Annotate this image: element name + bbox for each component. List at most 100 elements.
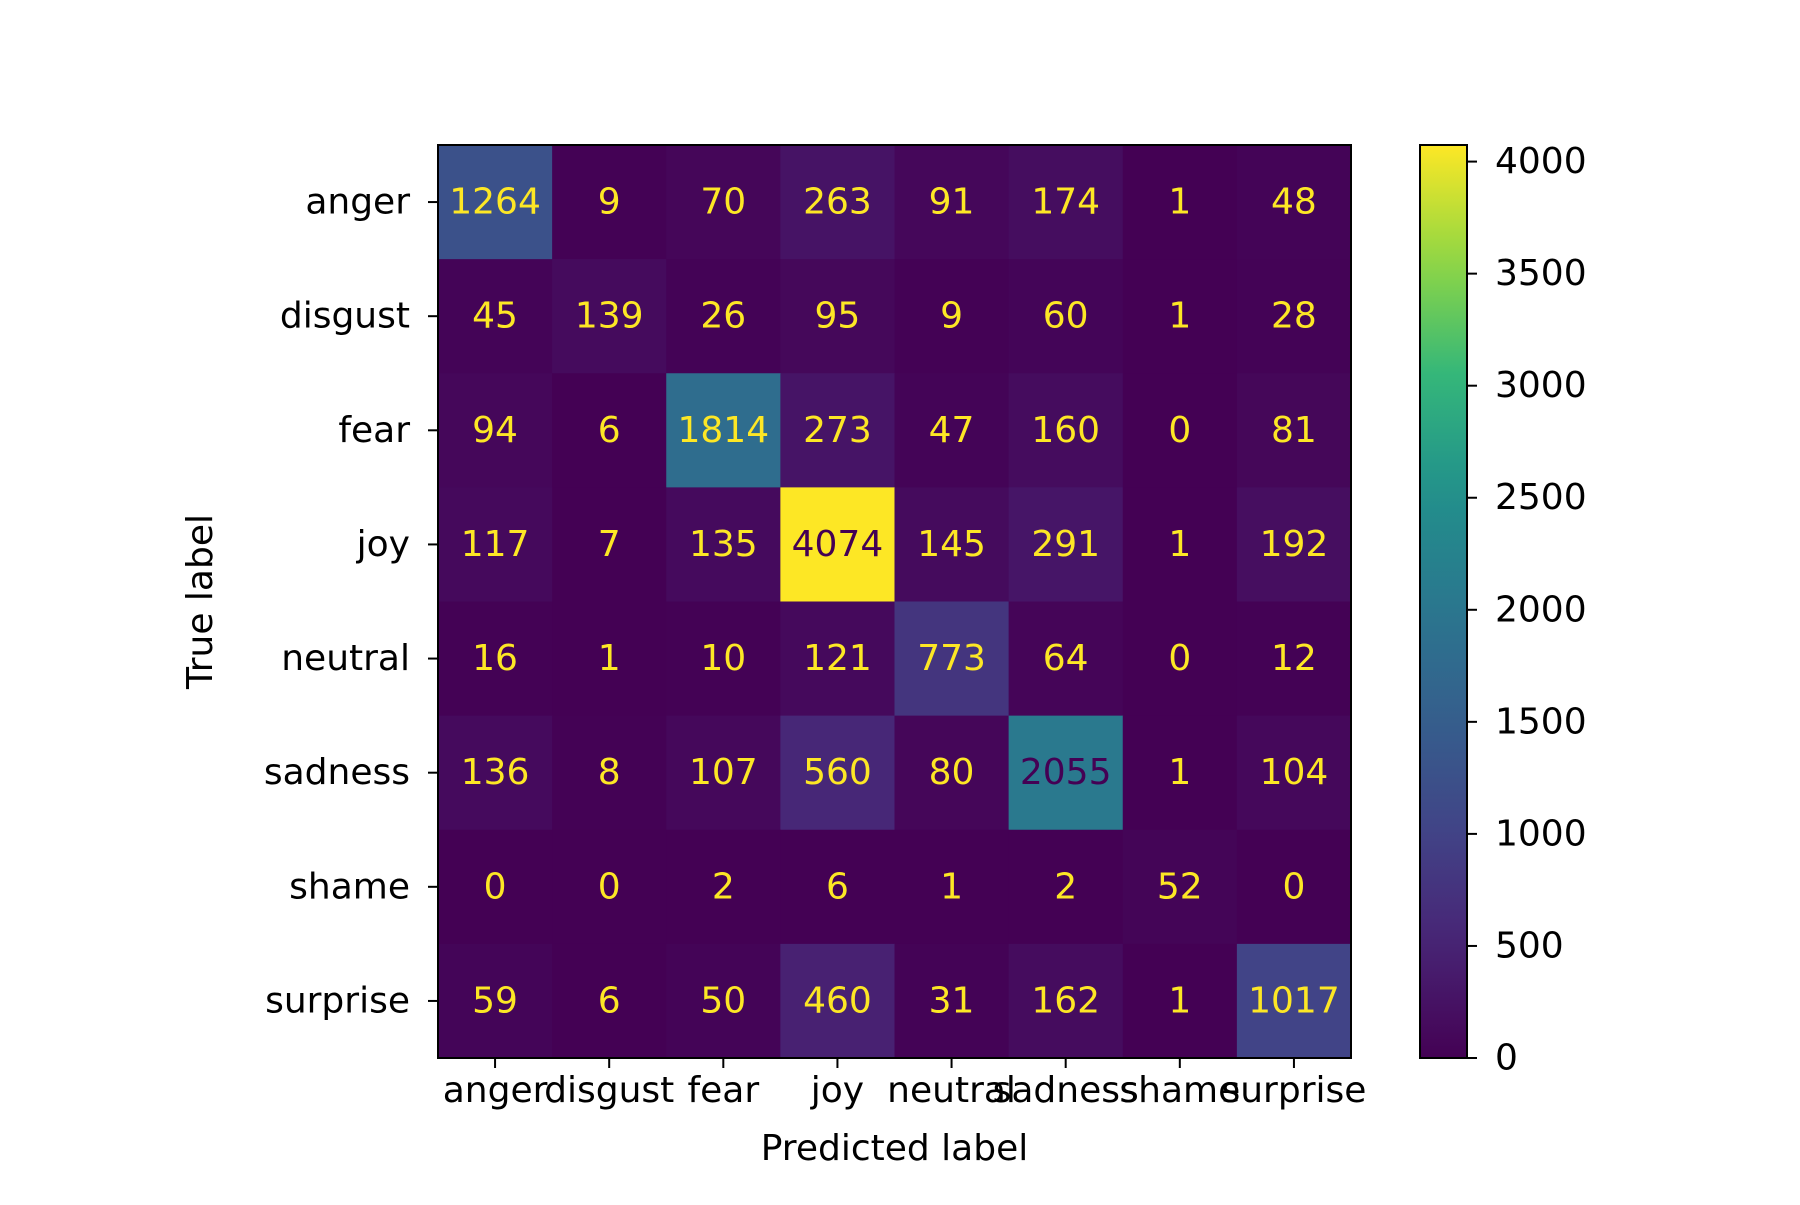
x-tick-label-disgust: disgust: [544, 1070, 674, 1111]
cell-value-label: 9: [598, 182, 621, 223]
cell-value-label: 192: [1260, 524, 1329, 565]
cell-value-label: 0: [1168, 410, 1191, 451]
colorbar-tick-label: 500: [1495, 925, 1564, 966]
heatmap-cell-surprise-surprise: [1236, 943, 1352, 1059]
colorbar: [1420, 145, 1467, 1058]
heatmap-cell-disgust-anger: [438, 259, 553, 374]
heatmap-cell-surprise-sadness: [1008, 943, 1124, 1059]
colorbar-tick-label: 3500: [1495, 253, 1587, 294]
cell-value-label: 773: [917, 638, 986, 679]
heatmap-cell-shame-disgust: [552, 829, 667, 945]
y-tick-label-fear: fear: [338, 410, 410, 451]
cell-value-label: 121: [803, 638, 872, 679]
y-axis-label: True label: [180, 514, 221, 690]
heatmap-cell-fear-neutral: [894, 373, 1010, 488]
heatmap-cell-shame-surprise: [1236, 829, 1352, 945]
y-tick-label-neutral: neutral: [281, 638, 410, 679]
cell-value-label: 16: [472, 638, 518, 679]
heatmap-cell-neutral-joy: [780, 601, 895, 717]
cell-value-label: 6: [598, 410, 621, 451]
heatmap-cell-joy-neutral: [894, 487, 1010, 602]
cell-value-label: 47: [929, 410, 975, 451]
heatmap-cell-disgust-sadness: [1008, 259, 1124, 374]
cell-value-label: 80: [929, 752, 975, 793]
heatmap-cell-fear-sadness: [1008, 373, 1124, 488]
cell-value-label: 45: [472, 296, 518, 337]
heatmap-cell-disgust-disgust: [552, 259, 667, 374]
heatmap-cell-fear-fear: [666, 373, 781, 488]
cell-value-label: 6: [598, 980, 621, 1021]
heatmap-cell-surprise-shame: [1122, 943, 1238, 1059]
colorbar-tick-label: 2000: [1495, 589, 1587, 630]
cell-value-label: 94: [472, 410, 518, 451]
cell-value-label: 26: [700, 296, 746, 337]
heatmap-cell-joy-sadness: [1008, 487, 1124, 602]
cell-value-label: 4074: [792, 524, 884, 565]
cell-value-label: 162: [1031, 980, 1100, 1021]
cell-value-label: 145: [917, 524, 986, 565]
cell-value-label: 64: [1043, 638, 1089, 679]
heatmap-cell-shame-sadness: [1008, 829, 1124, 945]
cell-value-label: 1: [1168, 296, 1191, 337]
cell-value-label: 81: [1271, 410, 1317, 451]
colorbar-tick-label: 1500: [1495, 701, 1587, 742]
cell-value-label: 91: [929, 182, 975, 223]
heatmap-cell-disgust-neutral: [894, 259, 1010, 374]
heatmap-cell-fear-shame: [1122, 373, 1238, 488]
heatmap-cell-disgust-surprise: [1236, 259, 1352, 374]
cell-value-label: 560: [803, 752, 872, 793]
heatmap-cell-sadness-disgust: [552, 715, 667, 831]
heatmap-cell-anger-neutral: [894, 145, 1010, 260]
y-tick-label-disgust: disgust: [280, 296, 410, 337]
heatmap-cell-neutral-anger: [438, 601, 553, 717]
heatmap-cell-neutral-fear: [666, 601, 781, 717]
heatmap-cell-sadness-anger: [438, 715, 553, 831]
cell-value-label: 1264: [449, 182, 541, 223]
y-tick-label-surprise: surprise: [265, 980, 410, 1021]
cell-value-label: 1017: [1248, 980, 1340, 1021]
cell-value-label: 7: [598, 524, 621, 565]
y-tick-label-shame: shame: [289, 866, 410, 907]
cell-value-label: 12: [1271, 638, 1317, 679]
cell-value-label: 0: [484, 866, 507, 907]
colorbar-frame: [1419, 144, 1468, 1059]
cell-value-label: 31: [929, 980, 975, 1021]
cell-value-label: 273: [803, 410, 872, 451]
colorbar-tick-label: 4000: [1495, 141, 1587, 182]
x-tick-label-surprise: surprise: [1221, 1070, 1366, 1111]
heatmap-cell-anger-shame: [1122, 145, 1238, 260]
cell-value-label: 160: [1031, 410, 1100, 451]
heatmap-cell-anger-fear: [666, 145, 781, 260]
cell-value-label: 8: [598, 752, 621, 793]
heatmap-cell-anger-disgust: [552, 145, 667, 260]
colorbar-tick-label: 1000: [1495, 813, 1587, 854]
heatmap-cell-joy-surprise: [1236, 487, 1352, 602]
y-tick-label-joy: joy: [356, 524, 410, 565]
heatmap-cell-fear-anger: [438, 373, 553, 488]
heatmap-cell-surprise-joy: [780, 943, 895, 1059]
heatmap-cell-sadness-shame: [1122, 715, 1238, 831]
heatmap-cell-fear-surprise: [1236, 373, 1352, 488]
cell-value-label: 1: [1168, 980, 1191, 1021]
cell-value-label: 50: [700, 980, 746, 1021]
heatmap-cell-joy-anger: [438, 487, 553, 602]
colorbar-tick-label: 3000: [1495, 365, 1587, 406]
heatmap-cell-surprise-disgust: [552, 943, 667, 1059]
cell-value-label: 117: [461, 524, 530, 565]
x-tick-label-neutral: neutral: [887, 1070, 1016, 1111]
cell-value-label: 1: [940, 866, 963, 907]
x-tick-label-joy: joy: [810, 1070, 864, 1111]
heatmap-cell-joy-shame: [1122, 487, 1238, 602]
heatmap-cell-anger-joy: [780, 145, 895, 260]
cell-value-label: 135: [689, 524, 758, 565]
heatmap-cell-fear-disgust: [552, 373, 667, 488]
cell-value-label: 2055: [1020, 752, 1112, 793]
cell-value-label: 1: [1168, 524, 1191, 565]
cell-value-label: 0: [598, 866, 621, 907]
cell-value-label: 0: [1282, 866, 1305, 907]
cell-value-label: 1: [598, 638, 621, 679]
heatmap-cell-anger-sadness: [1008, 145, 1124, 260]
heatmap-cell-shame-joy: [780, 829, 895, 945]
